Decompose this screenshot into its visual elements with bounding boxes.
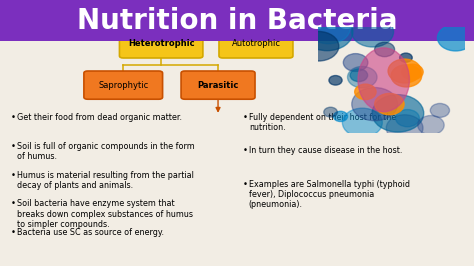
Text: Humus is material resulting from the partial
decay of plants and animals.: Humus is material resulting from the par… [17, 171, 193, 190]
Circle shape [400, 53, 412, 62]
Circle shape [352, 88, 398, 121]
Text: •: • [11, 142, 16, 151]
Text: •: • [243, 146, 248, 155]
Text: •: • [11, 171, 16, 180]
Text: Bacteria use SC as source of energy.: Bacteria use SC as source of energy. [17, 228, 164, 237]
Text: Saprophytic: Saprophytic [98, 81, 148, 90]
FancyBboxPatch shape [119, 30, 203, 58]
Circle shape [333, 111, 347, 122]
Circle shape [301, 13, 353, 51]
Circle shape [375, 93, 404, 115]
Circle shape [388, 59, 421, 83]
Text: Soil is full of organic compounds in the form
of humus.: Soil is full of organic compounds in the… [17, 142, 194, 161]
Circle shape [401, 64, 423, 80]
FancyBboxPatch shape [219, 30, 293, 58]
Circle shape [418, 115, 444, 135]
Circle shape [352, 17, 393, 47]
Text: •: • [11, 228, 16, 237]
Circle shape [324, 107, 337, 117]
Circle shape [374, 42, 394, 57]
Circle shape [343, 54, 368, 71]
FancyBboxPatch shape [0, 0, 474, 41]
Text: Fully dependent on their host for the
nutrition.: Fully dependent on their host for the nu… [249, 113, 396, 132]
Circle shape [329, 76, 342, 85]
Circle shape [438, 25, 474, 51]
Circle shape [307, 12, 350, 44]
FancyBboxPatch shape [84, 71, 163, 99]
Circle shape [386, 115, 423, 141]
Text: Nutrition in Bacteria: Nutrition in Bacteria [77, 7, 397, 35]
Text: Examples are Salmonella typhi (typhoid
fever), Diplococcus pneumonia
(pneumonia): Examples are Salmonella typhi (typhoid f… [249, 180, 410, 209]
Circle shape [372, 95, 424, 132]
Text: Heterotrophic: Heterotrophic [128, 39, 194, 48]
Circle shape [350, 69, 368, 82]
Circle shape [396, 110, 419, 127]
Circle shape [430, 103, 449, 117]
Circle shape [298, 31, 339, 61]
Text: •: • [243, 113, 248, 122]
Text: Autotrophic: Autotrophic [231, 39, 281, 48]
Text: •: • [243, 180, 248, 189]
Text: Get their food from dead organic matter.: Get their food from dead organic matter. [17, 113, 182, 122]
Circle shape [355, 84, 376, 99]
Circle shape [342, 108, 383, 137]
Ellipse shape [358, 48, 410, 112]
FancyBboxPatch shape [181, 71, 255, 99]
Circle shape [347, 66, 377, 88]
Text: •: • [11, 199, 16, 208]
Text: •: • [11, 113, 16, 122]
Circle shape [391, 65, 422, 87]
Text: Soil bacteria have enzyme system that
breaks down complex substances of humus
to: Soil bacteria have enzyme system that br… [17, 199, 192, 229]
Text: Parasitic: Parasitic [197, 81, 239, 90]
Text: In turn they cause disease in the host.: In turn they cause disease in the host. [249, 146, 402, 155]
